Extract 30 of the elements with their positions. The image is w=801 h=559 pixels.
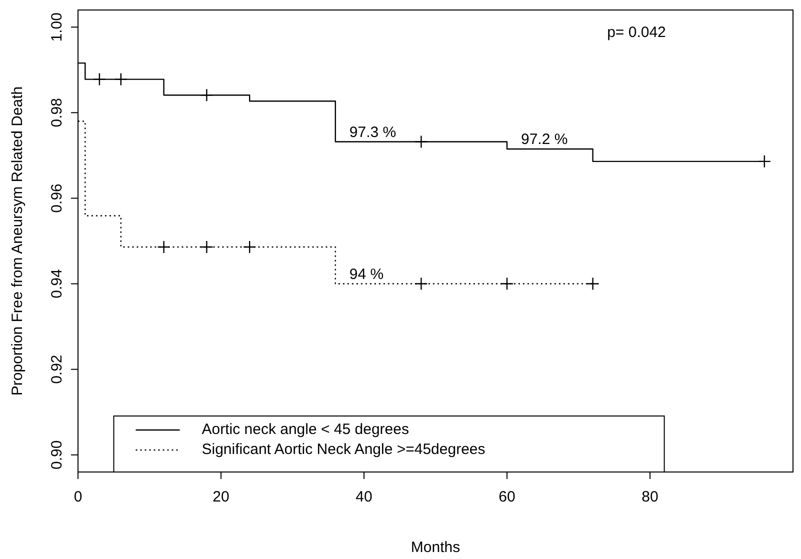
annotation: p= 0.042 <box>607 24 666 41</box>
legend-label: Significant Aortic Neck Angle >=45degrees <box>202 441 486 458</box>
x-tick-label: 0 <box>74 488 82 506</box>
point <box>114 72 128 86</box>
point <box>414 135 428 148</box>
data-label: 97.3 % <box>349 124 396 141</box>
point <box>157 240 170 254</box>
y-tick-label: 0.94 <box>48 269 66 298</box>
point <box>758 154 771 168</box>
point <box>243 240 256 254</box>
x-tick-label: 80 <box>642 488 658 506</box>
y-tick-label: 0.90 <box>48 440 66 470</box>
point <box>92 72 106 86</box>
y-tick-label: 1.00 <box>48 12 66 42</box>
x-axis-title: Months <box>410 539 460 556</box>
x-tick-label: 60 <box>498 488 516 506</box>
y-tick-label: 0.96 <box>48 184 66 213</box>
point <box>500 277 514 290</box>
point <box>586 277 600 290</box>
data-label: 94 % <box>349 266 384 283</box>
x-tick-label: 40 <box>356 488 372 506</box>
point <box>200 240 214 254</box>
y-tick-label: 0.98 <box>48 98 66 128</box>
data-label: 97.2 % <box>521 131 568 148</box>
y-axis-title: Proportion Free from Aneursym Related Death <box>9 86 26 396</box>
point <box>414 277 428 290</box>
point <box>200 88 214 102</box>
legend-label: Aortic neck angle < 45 degrees <box>202 421 409 438</box>
y-tick-label: 0.92 <box>48 354 66 384</box>
x-tick-label: 20 <box>212 488 230 506</box>
